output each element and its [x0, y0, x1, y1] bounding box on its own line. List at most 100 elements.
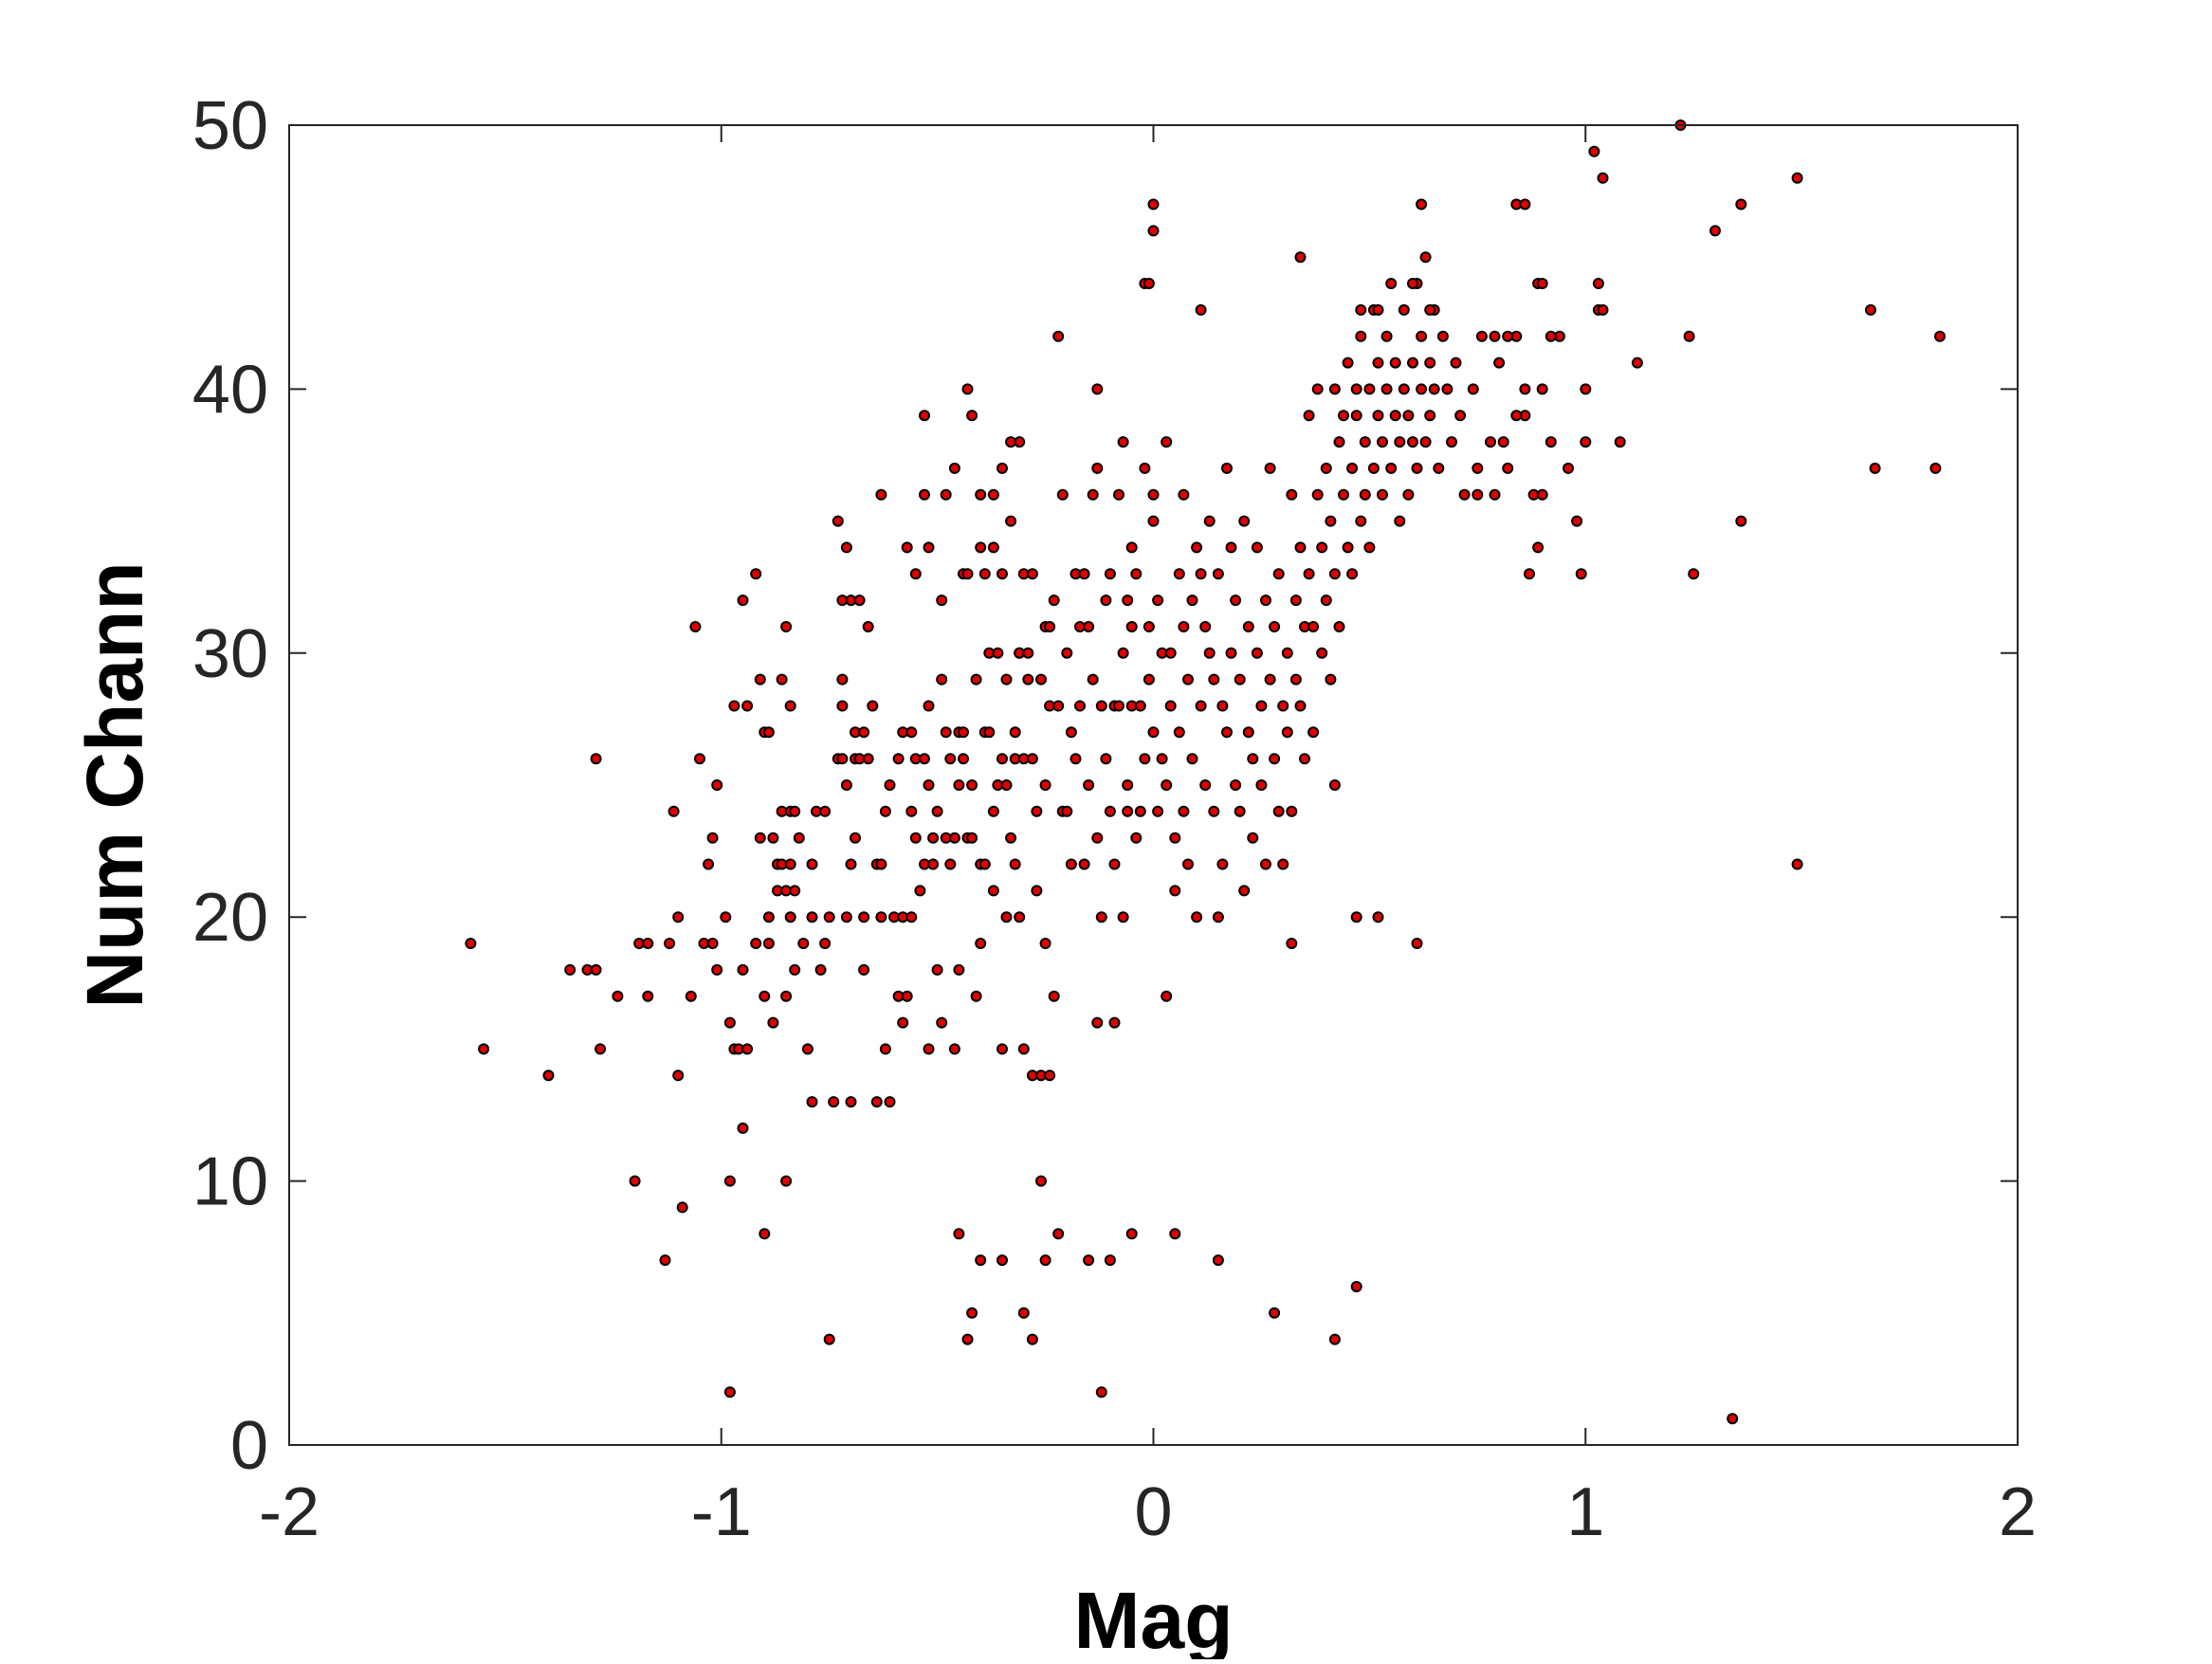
data-point: [996, 568, 1008, 580]
data-point: [1286, 488, 1298, 501]
data-point: [1117, 911, 1129, 923]
data-point: [1338, 410, 1349, 422]
data-point: [737, 1122, 749, 1134]
data-point: [1303, 410, 1315, 422]
data-point: [1083, 1254, 1095, 1267]
data-point: [832, 515, 844, 527]
data-point: [1100, 753, 1112, 765]
data-point: [944, 753, 957, 765]
data-point: [667, 805, 680, 817]
data-point: [1095, 700, 1107, 712]
data-point: [1255, 700, 1268, 712]
data-point: [741, 700, 754, 712]
data-point: [919, 488, 930, 501]
data-point: [754, 673, 766, 686]
data-point: [875, 858, 887, 870]
data-point: [1286, 938, 1298, 949]
data-point: [931, 963, 943, 976]
data-point: [1095, 911, 1107, 923]
data-point: [737, 963, 749, 976]
data-point: [909, 832, 922, 844]
data-point: [1493, 357, 1506, 369]
data-point: [1074, 700, 1086, 712]
data-point: [996, 753, 1008, 765]
data-point: [1532, 541, 1545, 554]
data-point: [1588, 145, 1600, 157]
data-point: [780, 990, 793, 1002]
data-point: [1355, 303, 1367, 316]
data-point: [1519, 383, 1531, 395]
data-point: [1203, 515, 1216, 527]
data-point: [594, 1043, 607, 1055]
data-point: [1147, 726, 1160, 739]
data-point: [703, 858, 715, 870]
data-point: [750, 938, 762, 949]
data-point: [741, 1043, 754, 1055]
data-point: [836, 673, 849, 686]
data-point: [1631, 357, 1643, 369]
data-point: [1191, 911, 1203, 923]
data-point: [1489, 330, 1501, 342]
data-point: [1056, 488, 1069, 501]
data-point: [1221, 462, 1233, 474]
data-point: [1065, 726, 1077, 739]
data-point: [1328, 779, 1341, 791]
data-point: [1450, 357, 1462, 369]
data-point: [642, 990, 654, 1002]
data-point: [1575, 568, 1587, 580]
data-point: [1234, 805, 1246, 817]
data-point: [806, 1096, 818, 1108]
data-point: [1035, 1175, 1047, 1187]
data-point: [948, 462, 960, 474]
data-point: [1303, 568, 1315, 580]
x-tick-label: 2: [1999, 1474, 2037, 1550]
data-point: [1286, 805, 1298, 817]
data-point: [1510, 410, 1523, 422]
data-point: [948, 832, 960, 844]
data-point: [875, 911, 887, 923]
data-point: [1416, 383, 1428, 395]
data-point: [1411, 462, 1423, 474]
data-point: [875, 488, 887, 501]
data-point: [1173, 726, 1185, 739]
data-point: [905, 726, 918, 739]
data-point: [1433, 462, 1445, 474]
data-point: [840, 911, 852, 923]
data-point: [1264, 462, 1276, 474]
data-point: [919, 410, 930, 422]
data-point: [629, 1175, 641, 1187]
data-point: [1333, 436, 1345, 448]
data-point: [927, 832, 940, 844]
data-point: [1320, 462, 1332, 474]
data-point: [1113, 488, 1124, 501]
data-point: [1173, 568, 1185, 580]
data-point: [1328, 383, 1341, 395]
data-point: [1355, 330, 1367, 342]
data-point: [1454, 410, 1467, 422]
data-point: [1182, 858, 1194, 870]
y-tick-label: 10: [192, 1144, 268, 1220]
data-point: [784, 911, 796, 923]
data-point: [961, 383, 974, 395]
data-point: [1161, 990, 1173, 1002]
data-point: [659, 1254, 671, 1267]
data-point: [1143, 673, 1155, 686]
data-point: [1212, 911, 1224, 923]
data-point: [953, 963, 965, 976]
data-point: [1000, 911, 1013, 923]
data-point: [1139, 753, 1151, 765]
data-point: [958, 726, 969, 739]
data-point: [737, 594, 749, 607]
data-point: [776, 673, 788, 686]
data-point: [1592, 278, 1604, 289]
data-point: [983, 726, 996, 739]
data-point: [975, 488, 987, 501]
data-point: [1446, 436, 1457, 448]
data-point: [1178, 488, 1190, 501]
data-point: [806, 911, 818, 923]
data-point: [1372, 357, 1384, 369]
data-point: [1255, 779, 1268, 791]
data-point: [1251, 541, 1263, 554]
